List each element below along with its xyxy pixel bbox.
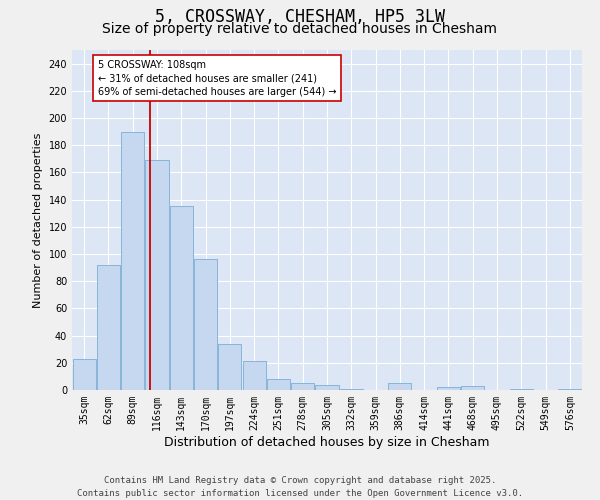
Bar	[510, 388, 533, 390]
Bar	[291, 383, 314, 390]
Bar	[340, 388, 363, 390]
Bar	[145, 160, 169, 390]
Bar	[437, 388, 460, 390]
Bar	[242, 362, 266, 390]
Bar	[316, 384, 338, 390]
Bar	[170, 206, 193, 390]
Text: 5, CROSSWAY, CHESHAM, HP5 3LW: 5, CROSSWAY, CHESHAM, HP5 3LW	[155, 8, 445, 26]
Bar	[121, 132, 144, 390]
Text: 5 CROSSWAY: 108sqm
← 31% of detached houses are smaller (241)
69% of semi-detach: 5 CROSSWAY: 108sqm ← 31% of detached hou…	[97, 60, 336, 96]
Bar	[461, 386, 484, 390]
Text: Size of property relative to detached houses in Chesham: Size of property relative to detached ho…	[103, 22, 497, 36]
Bar	[218, 344, 241, 390]
Bar	[194, 260, 217, 390]
Bar	[73, 358, 95, 390]
Bar	[559, 388, 581, 390]
Bar	[267, 379, 290, 390]
Text: Contains HM Land Registry data © Crown copyright and database right 2025.
Contai: Contains HM Land Registry data © Crown c…	[77, 476, 523, 498]
X-axis label: Distribution of detached houses by size in Chesham: Distribution of detached houses by size …	[164, 436, 490, 448]
Bar	[97, 265, 120, 390]
Bar	[388, 383, 412, 390]
Y-axis label: Number of detached properties: Number of detached properties	[33, 132, 43, 308]
